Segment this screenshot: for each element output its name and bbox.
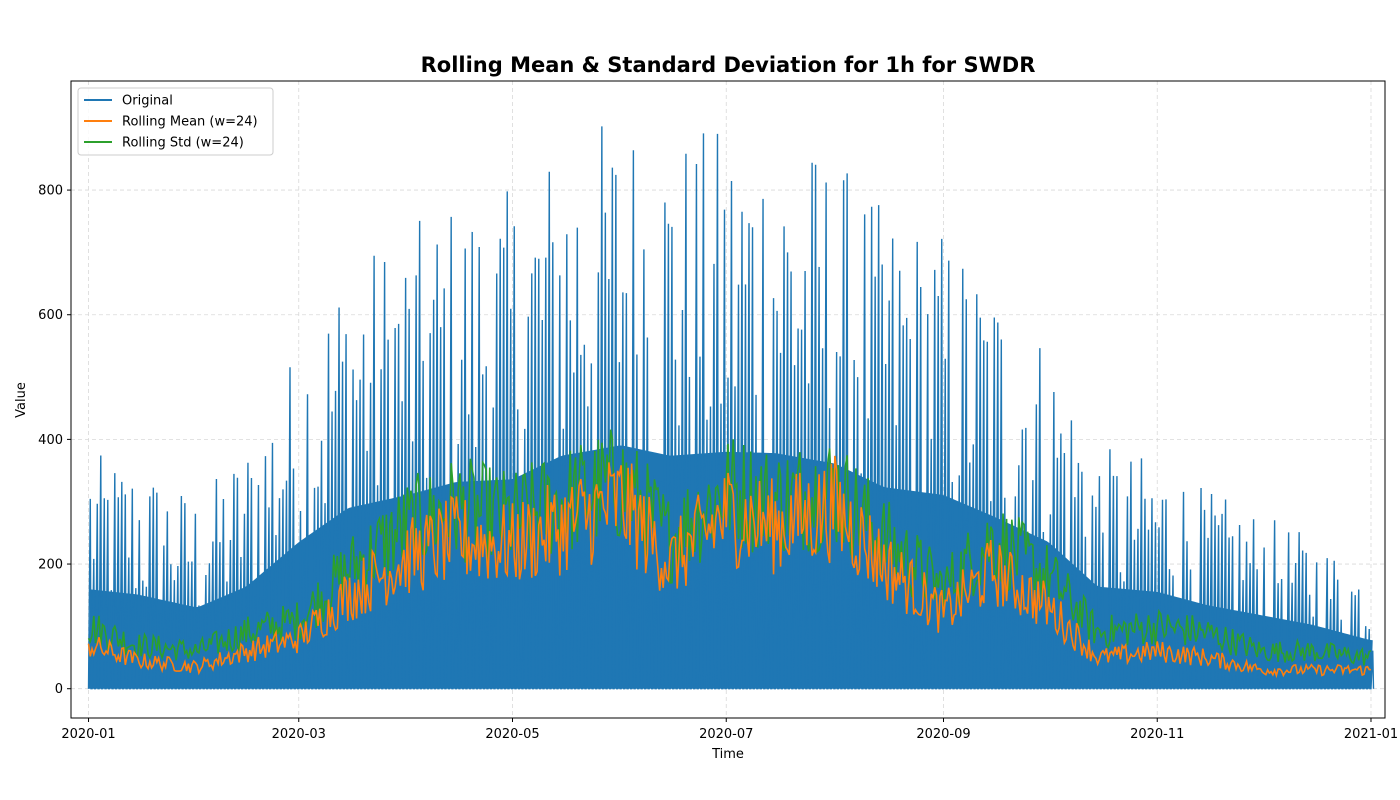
x-tick-label: 2020-07 (699, 727, 753, 742)
x-tick-label: 2021-01 (1344, 727, 1398, 742)
x-tick-label: 2020-03 (272, 727, 326, 742)
y-tick-label: 0 (55, 682, 63, 697)
x-tick-label: 2020-05 (485, 727, 539, 742)
y-tick-label: 400 (38, 433, 63, 448)
x-axis-label: Time (711, 747, 744, 762)
x-tick-label: 2020-11 (1130, 727, 1184, 742)
legend: Original Rolling Mean (w=24) Rolling Std (… (77, 87, 274, 156)
x-tick-label: 2020-01 (61, 727, 115, 742)
legend-label: Original (122, 94, 173, 109)
y-tick-label: 800 (38, 184, 63, 199)
y-axis-label: Value (14, 382, 29, 418)
chart-title: Rolling Mean & Standard Deviation for 1h… (421, 53, 1036, 77)
y-tick-label: 600 (38, 308, 63, 323)
legend-box (77, 87, 274, 156)
legend-label: Rolling Mean (w=24) (122, 115, 258, 130)
y-tick-label: 200 (38, 558, 63, 573)
series-rolling-mean-line (87, 455, 1372, 679)
plot-frame (70, 80, 1386, 719)
x-tick-label: 2020-09 (916, 727, 970, 742)
axis-ticks: 2020-01 2020-03 2020-05 2020-07 2020-09 2020-… (38, 184, 1398, 742)
legend-label: Rolling Std (w=24) (122, 136, 244, 151)
series-rolling-std-line (87, 429, 1372, 666)
series-lines (87, 429, 1372, 679)
series-original-line (87, 126, 1375, 690)
